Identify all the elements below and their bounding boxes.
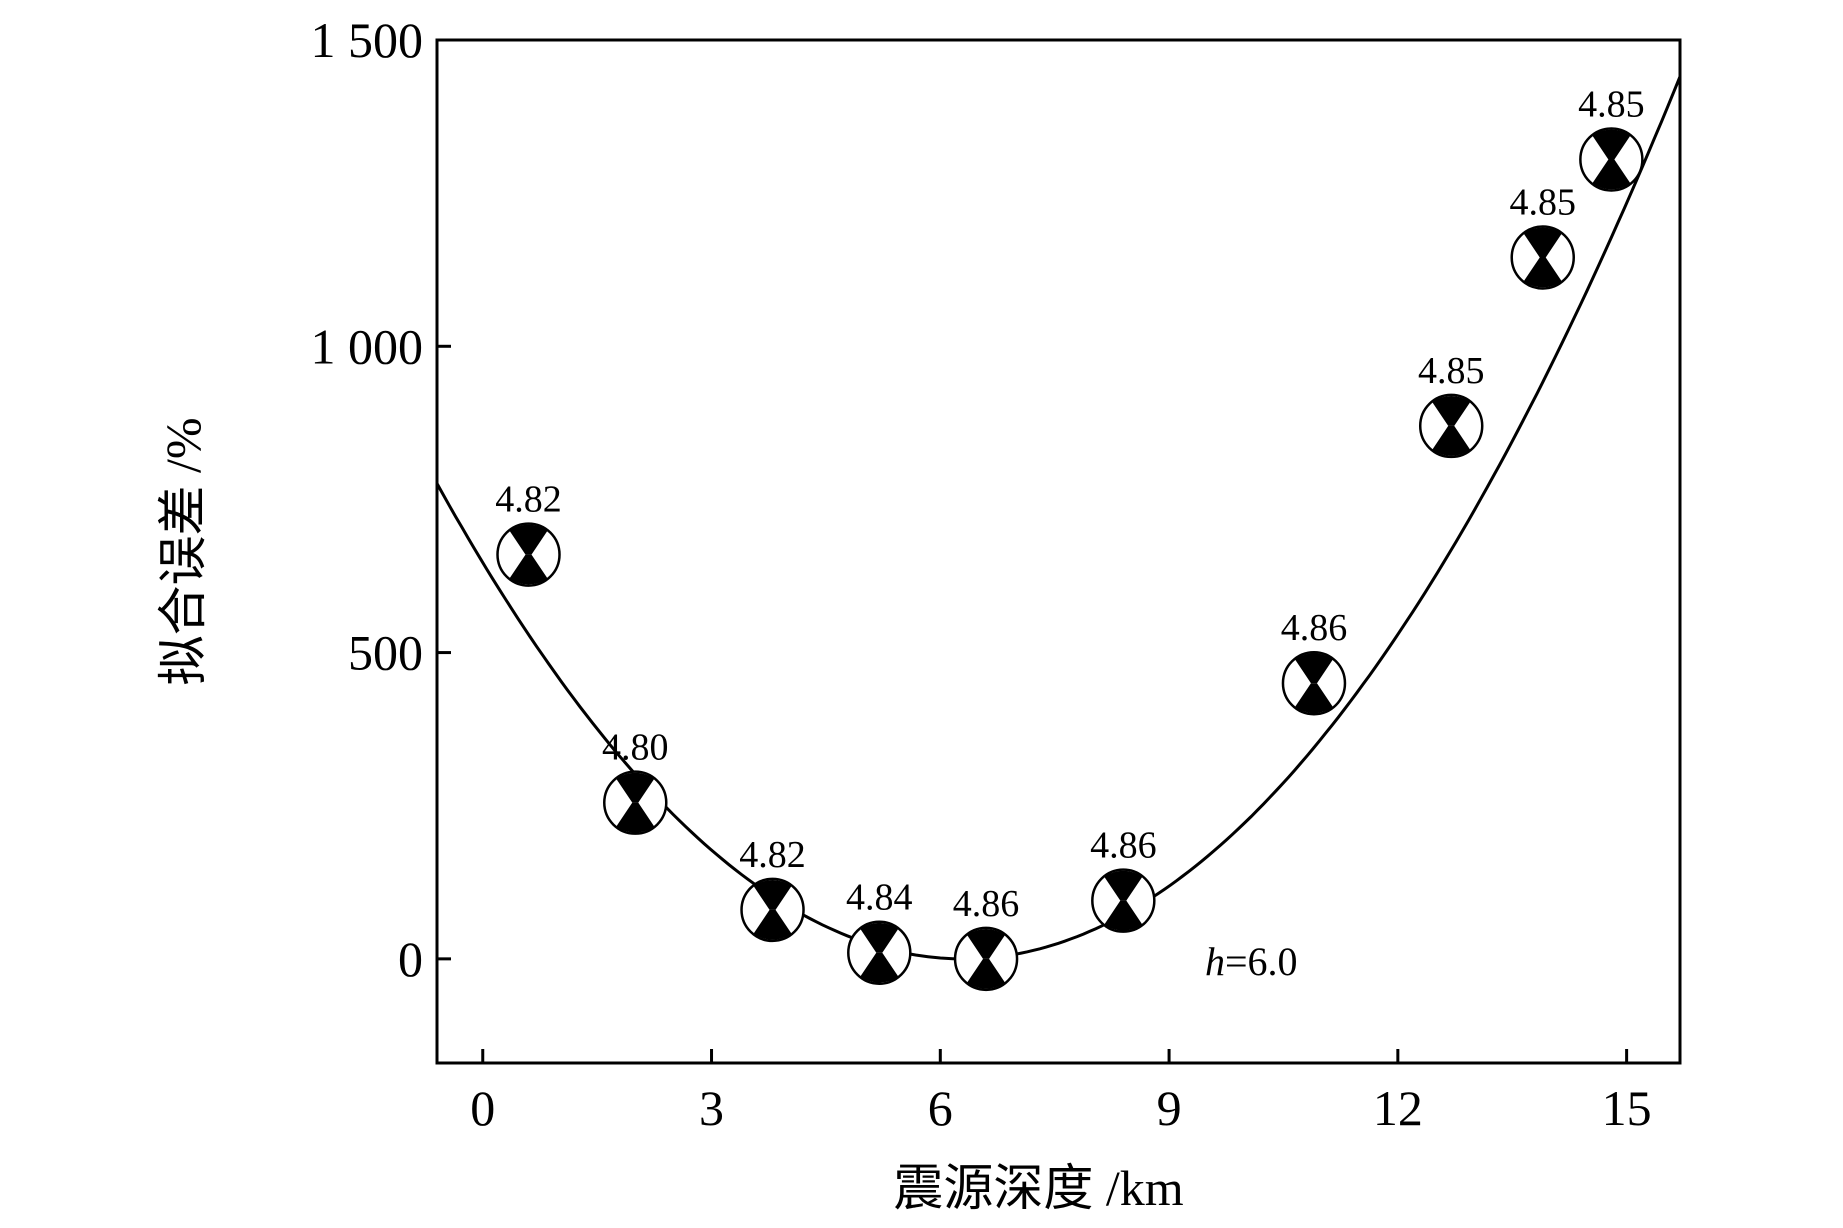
x-tick-label: 12 — [1373, 1080, 1423, 1136]
axis-ticks: 0 3 6 9 12 15 0 500 1 000 1 500 — [311, 12, 1652, 1136]
beachball-compression-lower — [1592, 159, 1631, 190]
beachball-compression-upper — [966, 928, 1006, 959]
magnitude-label: 4.85 — [1509, 181, 1576, 223]
beachball-compression-lower — [966, 958, 1006, 989]
beachball-compression-lower — [509, 554, 548, 585]
y-axis-title: 拟合误差 /% — [155, 417, 211, 685]
x-tick-label: 15 — [1602, 1080, 1652, 1136]
magnitude-label: 4.82 — [739, 834, 806, 876]
magnitude-label: 4.86 — [1281, 607, 1348, 649]
data-point: 4.85 — [1509, 181, 1576, 290]
beachball-compression-lower — [860, 952, 899, 983]
data-point: 4.85 — [1418, 350, 1485, 459]
data-points: 4.82 4.80 4.82 4.84 4.86 4.86 4.86 4.85 4.85 4.85 — [495, 83, 1645, 992]
beachball-compression-upper — [753, 879, 792, 910]
beachball-compression-upper — [1592, 129, 1631, 160]
data-point: 4.86 — [953, 883, 1020, 992]
data-point: 4.84 — [846, 877, 913, 985]
x-tick-label: 3 — [699, 1080, 724, 1136]
data-point: 4.82 — [739, 834, 806, 943]
beachball-compression-upper — [1104, 870, 1143, 901]
beachball-compression-lower — [616, 802, 655, 833]
magnitude-label: 4.85 — [1418, 350, 1485, 392]
plot-frame — [435, 38, 1682, 1065]
beachball-compression-upper — [1432, 396, 1471, 426]
data-point: 4.82 — [495, 479, 562, 587]
x-axis-title: 震源深度 /km — [893, 1160, 1183, 1216]
magnitude-label: 4.82 — [495, 479, 562, 521]
magnitude-label: 4.86 — [1090, 825, 1157, 867]
data-point: 4.86 — [1281, 607, 1348, 716]
x-tick-label: 6 — [928, 1080, 953, 1136]
magnitude-label: 4.86 — [953, 883, 1020, 925]
magnitude-label: 4.84 — [846, 877, 913, 919]
beachball-compression-upper — [616, 772, 655, 803]
y-tick-label: 1 000 — [311, 318, 424, 374]
x-tick-label: 9 — [1157, 1080, 1182, 1136]
x-tick-label: 0 — [470, 1080, 495, 1136]
beachball-compression-upper — [509, 524, 548, 555]
annotation-value: =6.0 — [1225, 939, 1298, 984]
y-tick-label: 1 500 — [311, 12, 424, 68]
beachball-compression-lower — [1432, 425, 1471, 456]
beachball-compression-lower — [753, 909, 792, 940]
y-tick-label: 500 — [348, 625, 423, 681]
depth-annotation: h=6.0 — [1205, 939, 1298, 984]
beachball-compression-lower — [1294, 683, 1334, 714]
beachball-compression-upper — [860, 922, 899, 953]
beachball-compression-upper — [1523, 227, 1562, 258]
data-point: 4.80 — [602, 727, 669, 835]
y-tick-label: 0 — [398, 931, 423, 987]
data-point: 4.86 — [1090, 825, 1157, 933]
magnitude-label: 4.80 — [602, 727, 669, 769]
beachball-compression-upper — [1294, 653, 1334, 684]
plot-area — [435, 38, 1682, 1065]
data-point: 4.85 — [1578, 83, 1645, 192]
annotation-variable: h — [1205, 939, 1225, 984]
magnitude-label: 4.85 — [1578, 83, 1645, 125]
beachball-compression-lower — [1523, 257, 1562, 288]
beachball-compression-lower — [1104, 900, 1143, 931]
